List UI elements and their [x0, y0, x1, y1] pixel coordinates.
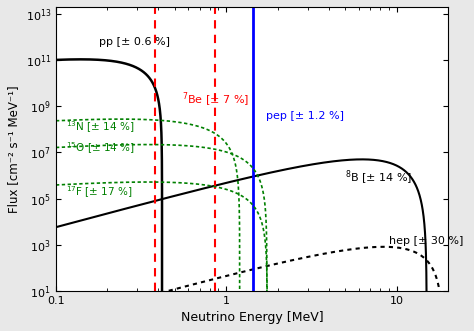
- Text: hep [± 30 %]: hep [± 30 %]: [389, 236, 463, 246]
- Text: pep [± 1.2 %]: pep [± 1.2 %]: [265, 111, 344, 120]
- Text: pp [± 0.6 %]: pp [± 0.6 %]: [100, 37, 170, 47]
- Text: $^{13}$N [± 14 %]: $^{13}$N [± 14 %]: [66, 120, 135, 135]
- Text: $^7$Be [± 7 %]: $^7$Be [± 7 %]: [182, 90, 249, 109]
- Text: $^{17}$F [± 17 %]: $^{17}$F [± 17 %]: [66, 185, 133, 201]
- Y-axis label: Flux [cm⁻² s⁻¹ MeV⁻¹]: Flux [cm⁻² s⁻¹ MeV⁻¹]: [7, 85, 20, 213]
- Text: $^8$B [± 14 %]: $^8$B [± 14 %]: [346, 168, 413, 187]
- Text: $^{15}$O [± 14 %]: $^{15}$O [± 14 %]: [66, 141, 135, 156]
- X-axis label: Neutrino Energy [MeV]: Neutrino Energy [MeV]: [181, 311, 323, 324]
